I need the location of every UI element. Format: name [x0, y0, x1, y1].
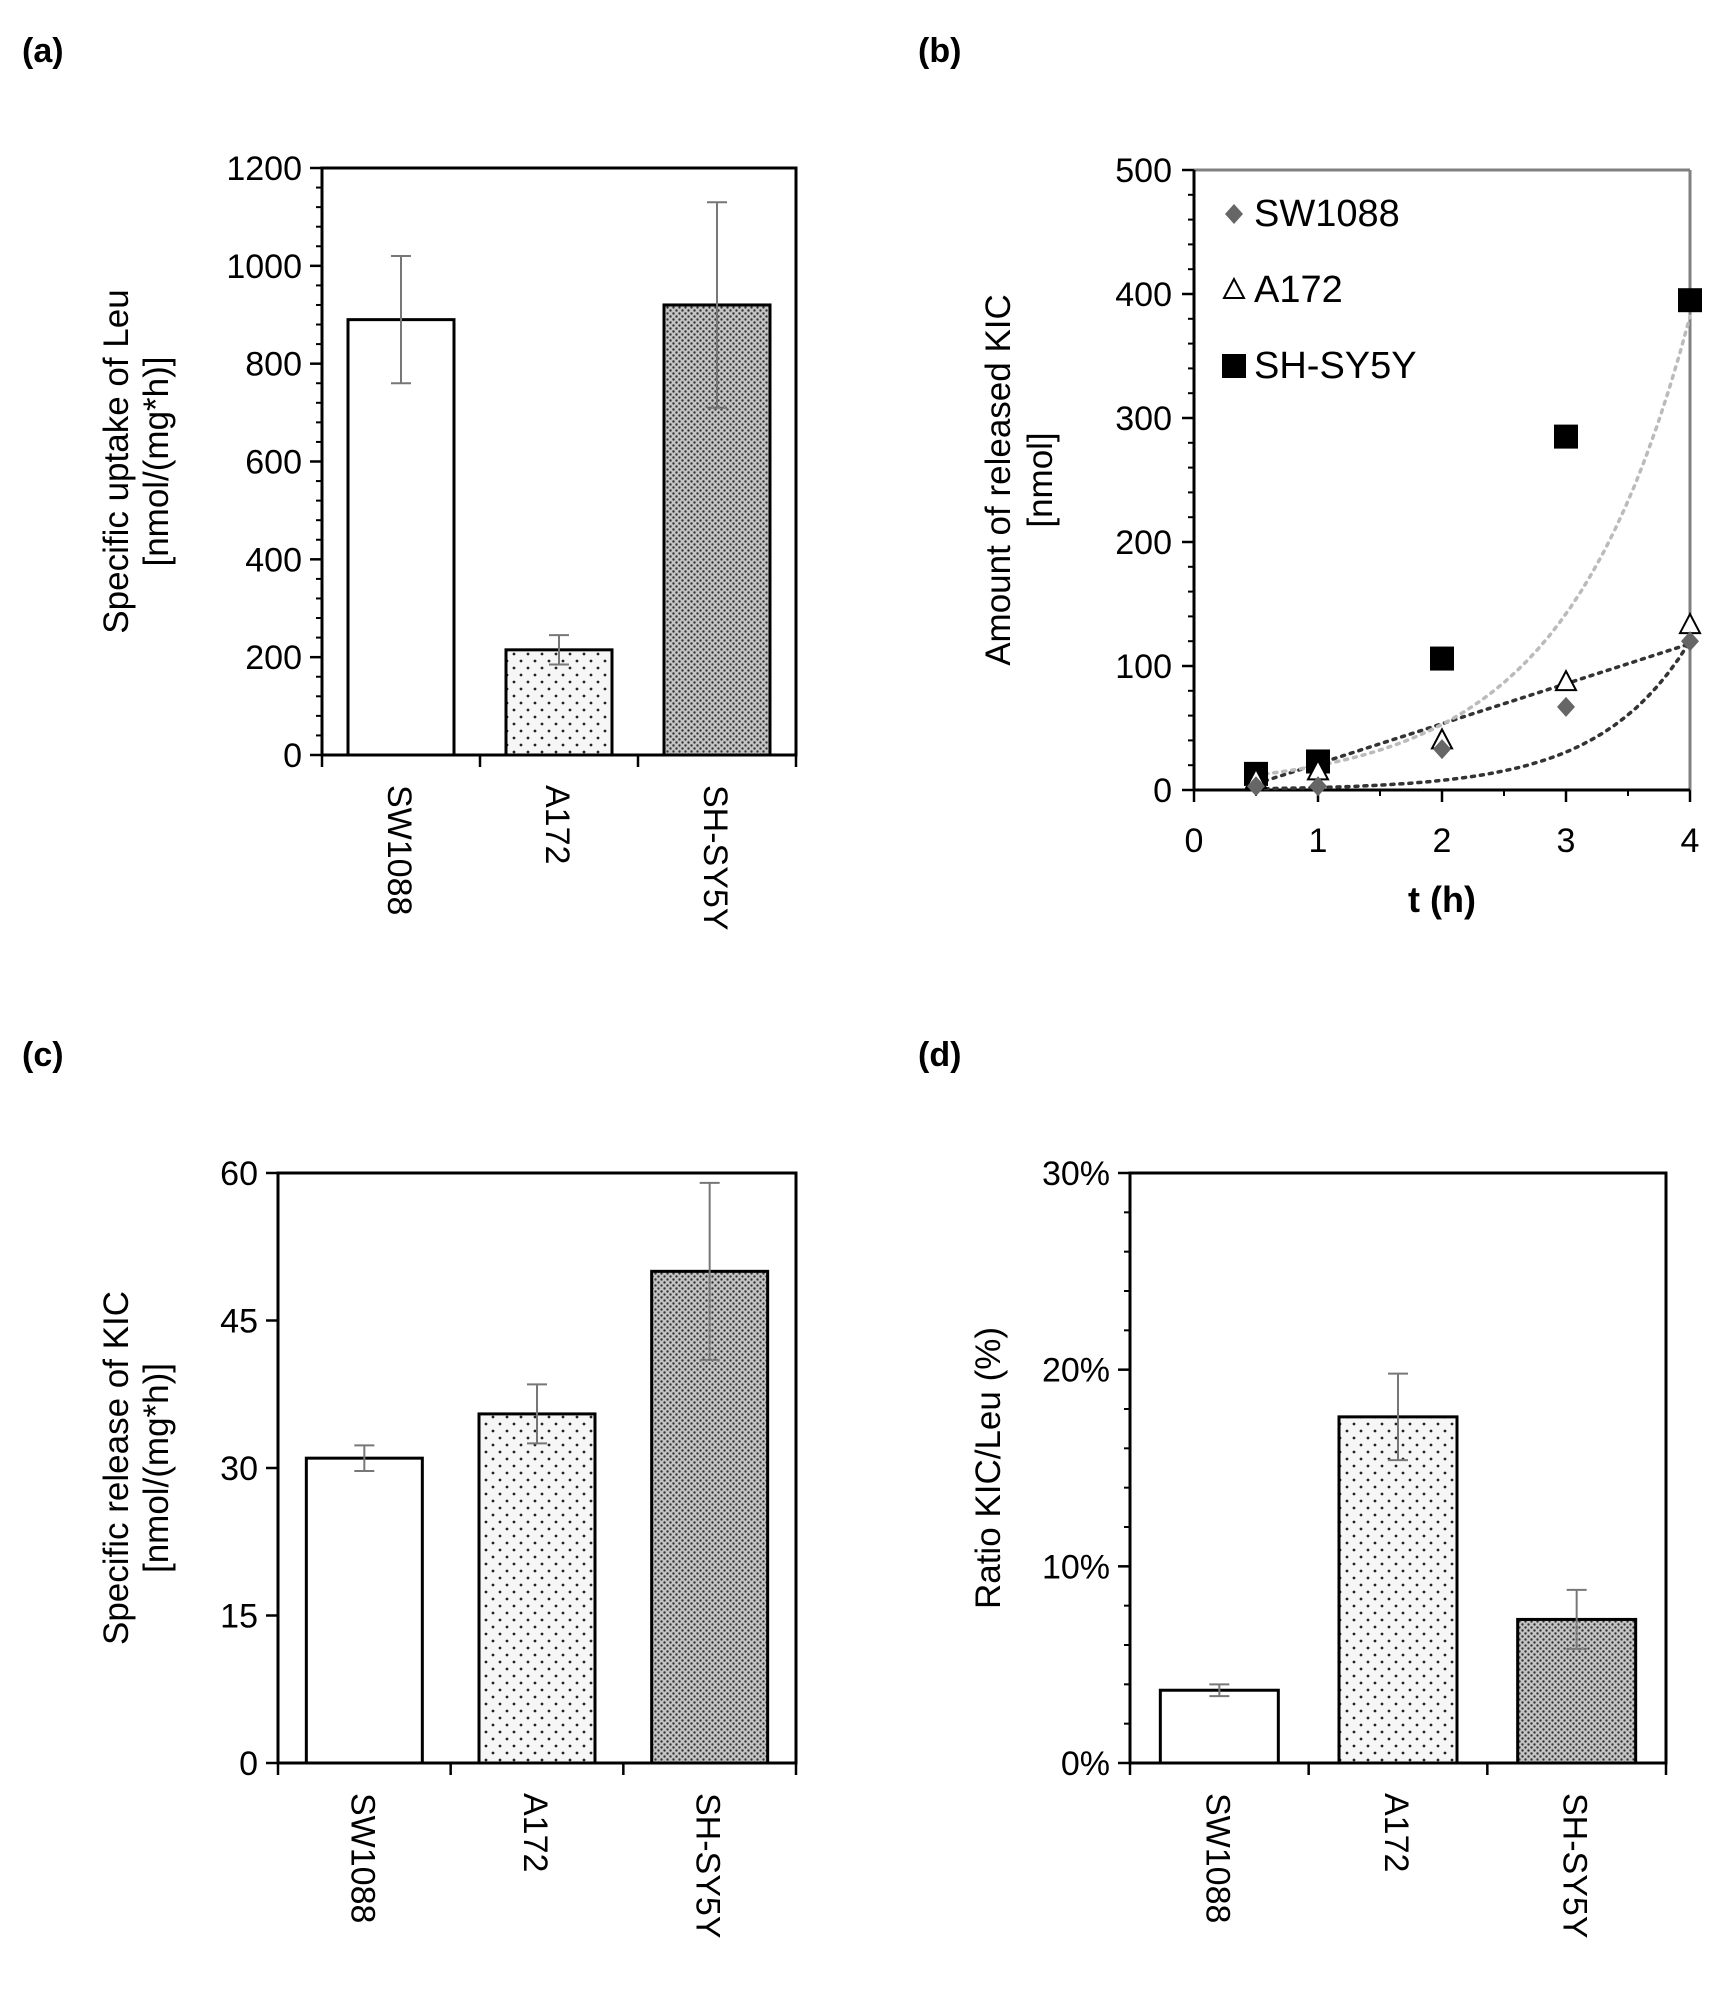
legend-marker-sw1088	[1225, 204, 1243, 224]
y-tick-label: 1200	[226, 150, 302, 188]
panel-c: (c) 0 15 30 45 60 SW1088 A172 SH-SY5Y Specific re…	[22, 1036, 796, 1939]
data-point-sh-sy5y	[1430, 647, 1454, 671]
y-tick-label: 1000	[226, 248, 302, 286]
y-tick-label: 10%	[1042, 1548, 1110, 1586]
y-tick-label: 400	[245, 541, 302, 579]
x-tick-label: 4	[1681, 822, 1700, 860]
x-tick-label: 3	[1557, 822, 1576, 860]
x-category-label: SW1088	[1198, 1793, 1236, 1923]
x-axis-label: t (h)	[1408, 879, 1476, 920]
y-axis-label: [nmol]	[1021, 432, 1060, 527]
panel-label: (a)	[22, 32, 64, 70]
y-axis-label: Ratio KIC/Leu (%)	[969, 1327, 1008, 1609]
y-tick-label: 200	[1115, 524, 1172, 562]
data-point-sh-sy5y	[1554, 425, 1578, 449]
x-category-label: SH-SY5Y	[689, 1793, 727, 1939]
y-tick-label: 0	[1153, 772, 1172, 810]
bar-a172	[506, 650, 612, 755]
y-tick-label: 0%	[1061, 1745, 1110, 1783]
y-tick-label: 400	[1115, 276, 1172, 314]
legend-marker-sh-sy5y	[1222, 354, 1246, 378]
bar-a172	[1339, 1417, 1457, 1763]
bar-a172	[479, 1414, 595, 1763]
x-category-label: SH-SY5Y	[1556, 1793, 1594, 1939]
x-tick-label: 2	[1433, 822, 1452, 860]
y-tick-label: 300	[1115, 400, 1172, 438]
y-axis-label: [nmol/(mg*h)]	[137, 356, 176, 566]
legend-marker-a172	[1224, 279, 1244, 298]
panel-d: (d) 0% 10% 20% 30% SW1088 A172 SH-SY5Y Ratio KIC…	[918, 1036, 1666, 1939]
x-category-label: SW1088	[380, 785, 418, 915]
bar-sw1088	[306, 1458, 422, 1763]
y-tick-label: 60	[220, 1155, 258, 1193]
x-tick-label: 1	[1309, 822, 1328, 860]
y-tick-label: 600	[245, 444, 302, 482]
data-point-a172	[1680, 614, 1700, 633]
x-tick-label: 0	[1185, 822, 1204, 860]
panel-label: (b)	[918, 32, 961, 70]
y-axis-label: Amount of released KIC	[979, 294, 1018, 666]
bar-sw1088	[348, 320, 454, 755]
y-axis-label: Specific uptake of Leu	[97, 289, 136, 633]
y-tick-label: 800	[245, 346, 302, 384]
y-axis-label: [nmol/(mg*h)]	[137, 1363, 176, 1573]
figure: (a)020040060080010001200SW1088 A172 SH-SY5…	[0, 0, 1730, 2002]
legend-label: A172	[1254, 269, 1343, 311]
y-tick-label: 15	[220, 1598, 258, 1636]
y-tick-label: 0	[239, 1745, 258, 1783]
y-tick-label: 20%	[1042, 1352, 1110, 1390]
x-category-label: SW1088	[343, 1793, 381, 1923]
legend-label: SW1088	[1254, 193, 1400, 235]
x-category-label: A172	[516, 1793, 554, 1872]
x-category-label: A172	[538, 785, 576, 864]
y-axis-label: Specific release of KIC	[97, 1291, 136, 1645]
panel-label: (d)	[918, 1036, 961, 1074]
y-tick-label: 100	[1115, 648, 1172, 686]
legend-label: SH-SY5Y	[1254, 345, 1417, 387]
data-point-sw1088	[1681, 631, 1699, 651]
panel-b: (b) 0 100 200 300 400 500 0 1 2 3 4 SW1088 A172 SH-SY5…	[918, 32, 1702, 920]
data-point-sh-sy5y	[1678, 288, 1702, 312]
x-category-label: A172	[1377, 1793, 1415, 1872]
y-tick-label: 500	[1115, 152, 1172, 190]
y-tick-label: 30%	[1042, 1155, 1110, 1193]
panel-a: (a) 0 200 400 600 800 1000 1200 SW1088 A172 SH-SY5…	[22, 32, 796, 931]
bar-sw1088	[1160, 1690, 1278, 1763]
y-tick-label: 0	[283, 737, 302, 775]
y-tick-label: 30	[220, 1450, 258, 1488]
data-point-sw1088	[1557, 697, 1575, 717]
y-tick-label: 200	[245, 639, 302, 677]
y-tick-label: 45	[220, 1303, 258, 1341]
x-category-label: SH-SY5Y	[696, 785, 734, 931]
panel-label: (c)	[22, 1036, 64, 1074]
